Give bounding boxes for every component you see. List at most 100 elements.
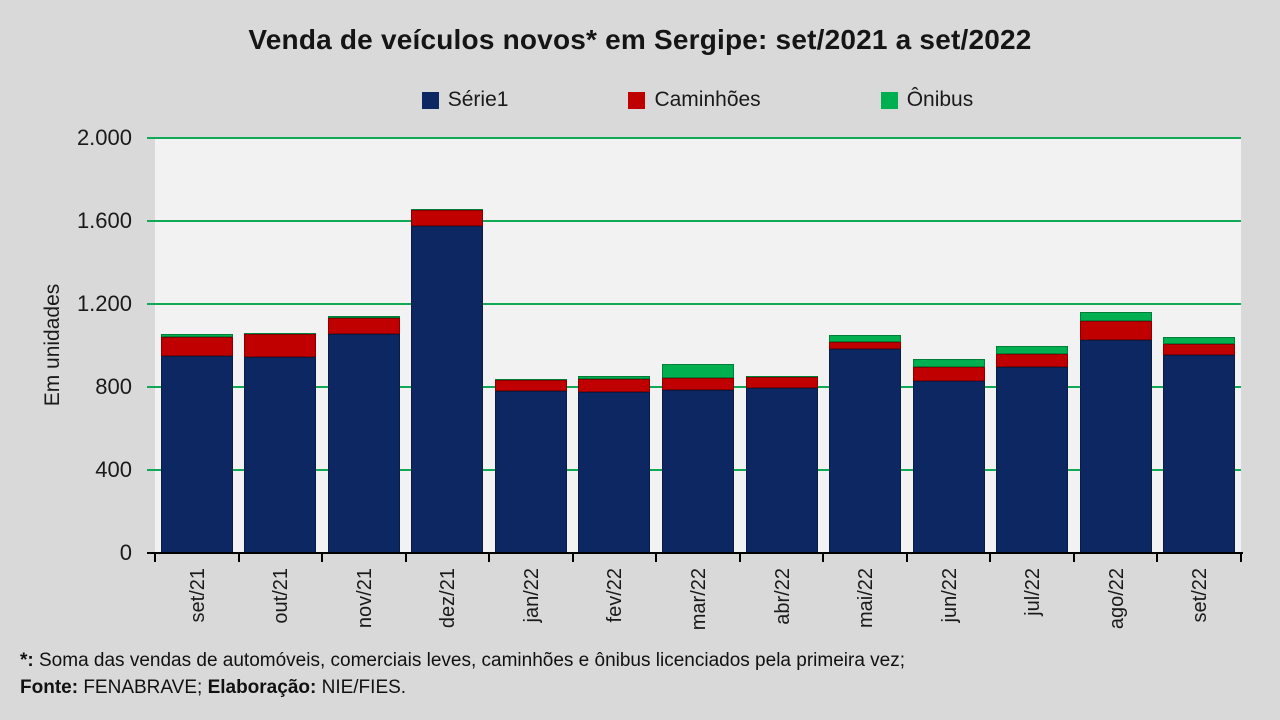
bar-segment-jun/22-Caminhões bbox=[912, 367, 985, 381]
bar-segment-dez/21-Série1 bbox=[411, 226, 484, 553]
bar-ago/22 bbox=[1079, 311, 1152, 553]
y-tick-mark-1600 bbox=[147, 220, 155, 222]
legend-swatch-icon bbox=[880, 91, 898, 109]
y-tick-label-800: 800 bbox=[95, 374, 132, 399]
legend-item-Série1: Série1 bbox=[421, 88, 508, 112]
x-label-out/21: out/21 bbox=[270, 568, 293, 624]
bar-segment-set/21-Caminhões bbox=[160, 337, 233, 356]
plot-area bbox=[147, 137, 1241, 553]
bar-segment-set/22-Caminhões bbox=[1163, 344, 1236, 355]
x-tick-7 bbox=[738, 552, 741, 562]
bar-segment-jul/22-Série1 bbox=[996, 367, 1069, 553]
bar-segment-out/21-Ônibus bbox=[244, 332, 317, 334]
legend-swatch-icon bbox=[628, 91, 646, 109]
bar-segment-fev/22-Ônibus bbox=[578, 376, 651, 380]
x-label-ago/22: ago/22 bbox=[1105, 568, 1128, 630]
legend-swatch-icon bbox=[421, 91, 439, 109]
bar-segment-dez/21-Caminhões bbox=[411, 209, 484, 227]
bar-segment-abr/22-Caminhões bbox=[745, 377, 818, 389]
x-tick-0 bbox=[154, 552, 156, 562]
x-label-mar/22: mar/22 bbox=[688, 568, 710, 631]
bar-segment-mai/22-Ônibus bbox=[829, 335, 902, 343]
bar-segment-jun/22-Série1 bbox=[912, 380, 985, 553]
x-axis-line bbox=[149, 552, 1243, 554]
gridline-1600 bbox=[155, 220, 1241, 222]
bar-set/22 bbox=[1163, 337, 1236, 553]
x-tick-10 bbox=[989, 552, 992, 562]
x-label-jan/22: jan/22 bbox=[520, 568, 543, 623]
x-tick-6 bbox=[655, 552, 658, 562]
y-tick-label-2000: 2.000 bbox=[76, 125, 132, 150]
x-tick-3 bbox=[404, 552, 407, 562]
y-tick-label-400: 400 bbox=[95, 457, 132, 482]
bar-segment-jun/22-Ônibus bbox=[912, 358, 985, 368]
x-tick-2 bbox=[321, 552, 324, 562]
x-tick-9 bbox=[905, 552, 908, 562]
x-tick-13 bbox=[1240, 552, 1242, 562]
bar-segment-ago/22-Série1 bbox=[1079, 340, 1152, 553]
legend-label: Caminhões bbox=[654, 88, 761, 111]
bar-segment-set/21-Ônibus bbox=[160, 334, 233, 338]
bar-segment-out/21-Série1 bbox=[244, 356, 317, 553]
y-axis-title: Em unidades bbox=[41, 283, 64, 407]
chart-legend: Série1 Caminhões Ônibus bbox=[155, 86, 1240, 114]
y-tick-label-1200: 1.200 bbox=[76, 291, 132, 316]
bar-segment-mar/22-Ônibus bbox=[662, 364, 734, 379]
bar-segment-mai/22-Série1 bbox=[829, 348, 902, 553]
x-tick-8 bbox=[822, 552, 825, 562]
y-tick-mark-400 bbox=[147, 469, 155, 471]
bar-segment-fev/22-Caminhões bbox=[578, 379, 651, 392]
bar-nov/21 bbox=[327, 316, 400, 553]
x-label-mai/22: mai/22 bbox=[855, 568, 878, 629]
bar-abr/22 bbox=[745, 376, 818, 553]
legend-item-Caminhões: Caminhões bbox=[628, 88, 761, 112]
bar-jun/22 bbox=[912, 358, 985, 553]
x-label-jun/22: jun/22 bbox=[938, 568, 961, 623]
bar-segment-mar/22-Série1 bbox=[662, 390, 734, 553]
bar-jan/22 bbox=[494, 378, 567, 553]
bar-segment-nov/21-Ônibus bbox=[327, 316, 400, 319]
y-tick-mark-2000 bbox=[147, 137, 155, 139]
bar-segment-jan/22-Ônibus bbox=[494, 378, 567, 381]
x-label-set/22: set/22 bbox=[1189, 568, 1212, 623]
bar-dez/21 bbox=[411, 208, 484, 553]
x-label-abr/22: abr/22 bbox=[771, 568, 794, 625]
x-tick-1 bbox=[237, 552, 240, 562]
gridline-2000 bbox=[155, 137, 1241, 139]
x-label-fev/22: fev/22 bbox=[604, 568, 627, 623]
bar-segment-ago/22-Caminhões bbox=[1079, 321, 1152, 341]
bar-segment-jul/22-Ônibus bbox=[996, 345, 1069, 355]
footnote-line-1: *: Soma das vendas de automóveis, comerc… bbox=[20, 650, 906, 671]
y-tick-mark-1200 bbox=[147, 303, 155, 305]
y-zero-tick bbox=[147, 552, 155, 554]
bar-segment-nov/21-Série1 bbox=[327, 334, 400, 553]
x-tick-5 bbox=[571, 552, 574, 562]
x-tick-12 bbox=[1156, 552, 1159, 562]
x-label-nov/21: nov/21 bbox=[353, 568, 376, 629]
x-tick-11 bbox=[1072, 552, 1075, 562]
bar-mar/22 bbox=[662, 364, 734, 553]
bar-segment-jan/22-Série1 bbox=[494, 391, 567, 553]
bar-segment-set/21-Série1 bbox=[160, 355, 233, 553]
bar-segment-set/22-Série1 bbox=[1163, 354, 1236, 553]
bar-set/21 bbox=[160, 334, 233, 553]
bar-segment-out/21-Caminhões bbox=[244, 333, 317, 357]
bar-segment-abr/22-Ônibus bbox=[745, 376, 818, 378]
bar-jul/22 bbox=[996, 345, 1069, 553]
gridline-1200 bbox=[155, 303, 1241, 305]
y-tick-label-0: 0 bbox=[119, 540, 132, 565]
bar-out/21 bbox=[244, 332, 317, 553]
x-label-set/21: set/21 bbox=[186, 568, 209, 623]
bar-segment-abr/22-Série1 bbox=[745, 388, 818, 553]
bar-mai/22 bbox=[829, 335, 902, 553]
bar-segment-fev/22-Série1 bbox=[578, 391, 651, 553]
bar-segment-jan/22-Caminhões bbox=[494, 380, 567, 392]
legend-item-Ônibus: Ônibus bbox=[880, 88, 973, 112]
footnote: *: Soma das vendas de automóveis, comerc… bbox=[20, 647, 905, 701]
y-tick-label-1600: 1.600 bbox=[76, 208, 132, 233]
bar-fev/22 bbox=[578, 376, 651, 553]
bar-segment-nov/21-Caminhões bbox=[327, 318, 400, 335]
bar-segment-ago/22-Ônibus bbox=[1079, 311, 1152, 322]
bar-segment-set/22-Ônibus bbox=[1163, 337, 1236, 345]
